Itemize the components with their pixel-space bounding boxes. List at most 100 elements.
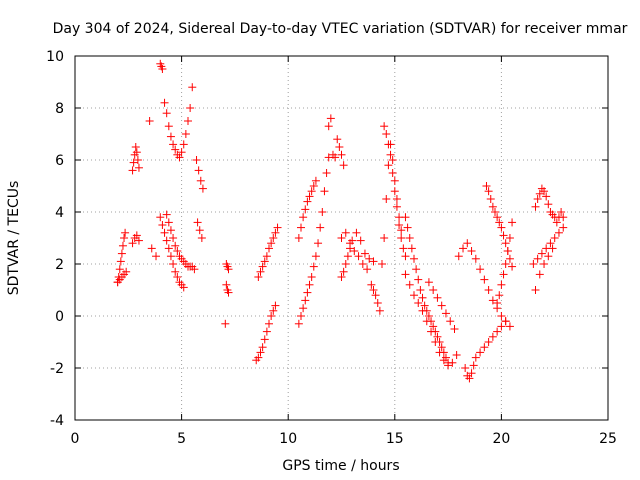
data-point [550, 234, 559, 242]
data-point [418, 293, 427, 302]
data-point [544, 200, 553, 209]
data-point [363, 265, 372, 274]
x-tick-label: 10 [279, 431, 297, 447]
data-point [303, 288, 312, 297]
data-point [294, 234, 303, 242]
data-point [397, 226, 406, 235]
data-point [424, 312, 433, 320]
data-point [269, 306, 278, 315]
data-point [501, 239, 510, 248]
data-point [346, 239, 355, 248]
data-point [454, 252, 463, 261]
data-points [113, 59, 568, 383]
y-tick-label: 2 [55, 257, 64, 273]
x-tick-labels: 0 5 10 15 20 25 [71, 431, 617, 447]
data-point [433, 293, 442, 302]
data-point [540, 260, 549, 268]
data-point [467, 247, 476, 255]
data-point [495, 291, 504, 300]
data-point [367, 280, 376, 289]
data-point [333, 135, 342, 144]
data-point [186, 104, 195, 112]
data-point [493, 299, 502, 307]
data-point [452, 351, 461, 359]
y-tick-labels: -4 -2 0 2 4 6 8 10 [46, 49, 64, 429]
plot-frame [74, 55, 609, 421]
data-point [531, 202, 540, 211]
data-point [422, 306, 431, 315]
data-point [540, 187, 549, 196]
data-point [197, 234, 206, 242]
data-point [435, 338, 444, 346]
data-point [557, 208, 566, 216]
data-point [115, 265, 124, 274]
data-point [265, 319, 274, 328]
data-point [401, 252, 410, 261]
data-point [401, 213, 410, 222]
y-tick-label: 0 [55, 309, 64, 325]
data-point [194, 166, 203, 175]
data-point [369, 286, 378, 294]
data-point [128, 166, 137, 175]
data-point [354, 252, 363, 261]
data-point [482, 182, 491, 190]
data-point [360, 249, 369, 258]
data-point [198, 184, 207, 193]
data-point [403, 223, 412, 232]
data-point [441, 353, 450, 362]
data-point [439, 348, 448, 357]
data-point [147, 244, 156, 253]
y-axis-label: SDTVAR / TECUs [6, 181, 22, 296]
data-point [497, 223, 506, 232]
data-point [399, 244, 408, 253]
data-point [326, 114, 335, 123]
x-tick-label: 25 [599, 431, 617, 447]
data-point [497, 322, 506, 331]
data-point [341, 260, 350, 268]
data-point [467, 369, 476, 378]
data-point [444, 358, 453, 367]
data-point [256, 348, 265, 357]
data-point [160, 228, 169, 237]
data-point [390, 187, 399, 196]
data-point [265, 244, 274, 253]
y-tick-label: -4 [50, 413, 64, 429]
data-point [299, 304, 308, 313]
data-point [318, 208, 327, 216]
data-point [221, 319, 230, 328]
data-point [311, 176, 320, 185]
data-point [173, 273, 182, 281]
data-point [337, 150, 346, 159]
data-point [171, 241, 180, 250]
data-point [262, 252, 271, 261]
y-tick-label: 10 [46, 49, 64, 65]
data-point [401, 270, 410, 279]
data-point [505, 234, 514, 242]
data-point [437, 301, 446, 310]
data-point [145, 117, 154, 125]
data-point [529, 260, 538, 268]
data-point [331, 153, 340, 162]
data-point [120, 234, 129, 242]
x-axis-label: GPS time / hours [282, 458, 399, 474]
data-point [369, 257, 378, 266]
y-tick-label: 6 [55, 153, 64, 169]
data-point [224, 265, 233, 274]
data-point [175, 153, 184, 162]
data-point [461, 364, 470, 372]
data-point [497, 280, 506, 289]
data-point [554, 228, 563, 237]
data-point [222, 280, 231, 289]
data-point [324, 122, 333, 131]
data-point [450, 325, 459, 333]
data-point [311, 252, 320, 261]
data-point [303, 197, 312, 206]
data-point [160, 98, 169, 107]
data-point [269, 234, 278, 242]
data-point [493, 213, 502, 222]
data-point [382, 195, 391, 203]
data-point [133, 156, 142, 164]
axis-ticks [74, 55, 609, 421]
data-point [373, 299, 382, 307]
